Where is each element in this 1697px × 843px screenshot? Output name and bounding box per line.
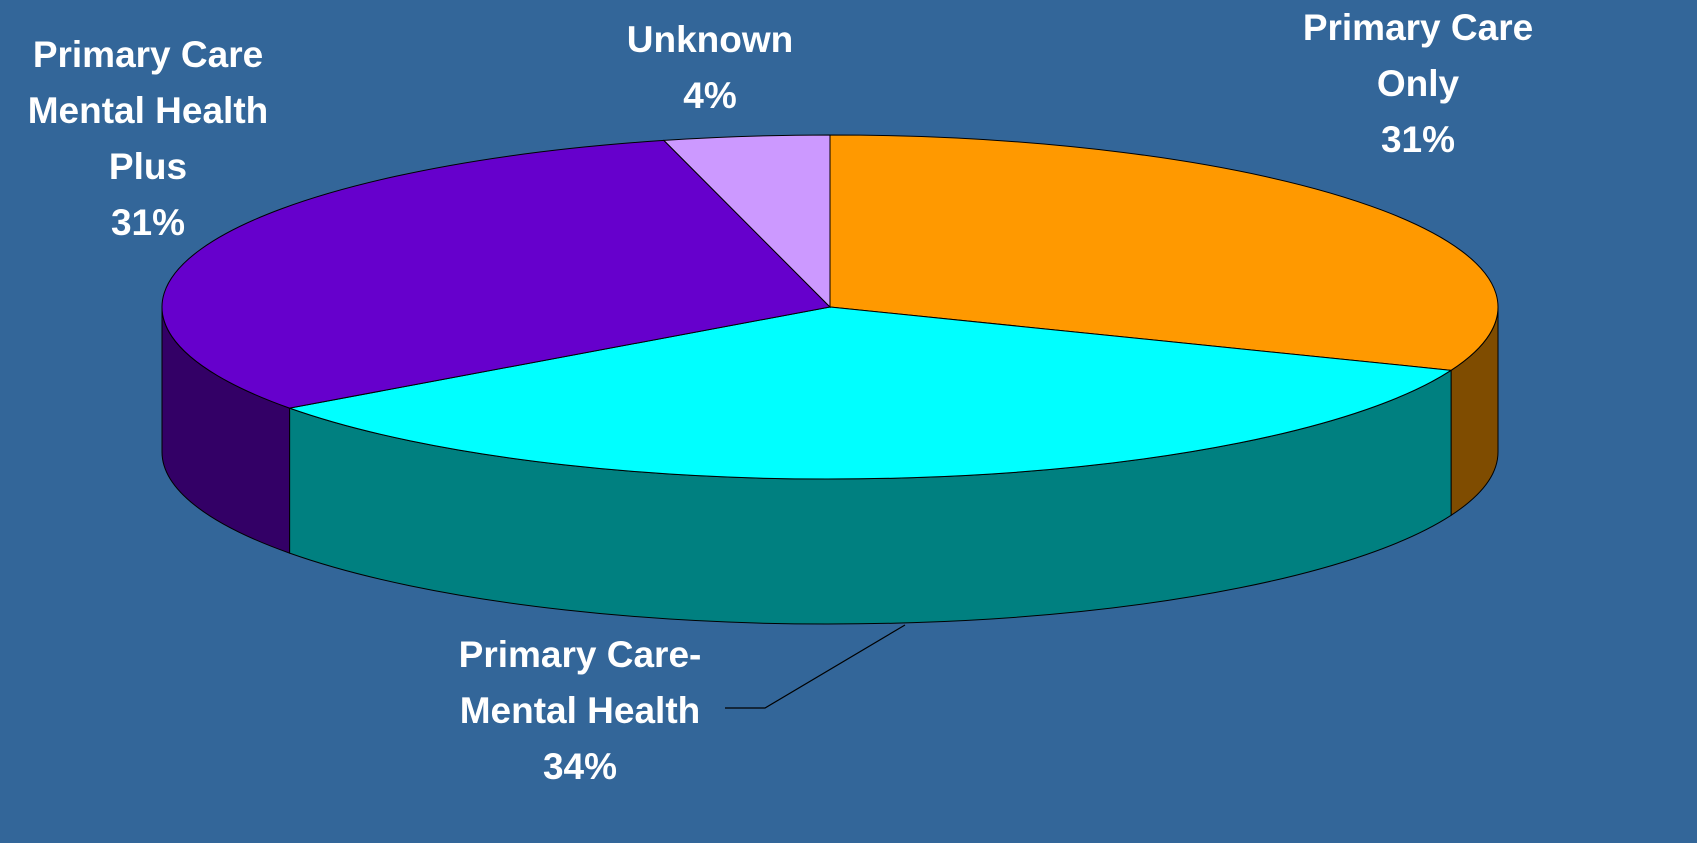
data-label: Unknown 4%: [580, 12, 840, 124]
leader-line: [725, 624, 906, 709]
data-label: Primary Care-Mental Health 34%: [430, 627, 730, 795]
slice: [161, 139, 832, 409]
category-label: Primary Care Only: [1302, 7, 1534, 104]
slice: [829, 134, 1499, 371]
slice-sides: [161, 306, 1499, 625]
value-label: 34%: [542, 746, 618, 787]
category-label: Primary Care-Mental Health: [458, 634, 702, 731]
value-label: 31%: [1380, 119, 1456, 160]
slice: [662, 134, 831, 309]
data-label: Primary Care Mental Health Plus 31%: [0, 27, 298, 251]
slice: [287, 306, 1453, 480]
value-label: 4%: [683, 75, 737, 116]
category-label: Primary Care Mental Health Plus: [27, 34, 269, 187]
value-label: 31%: [110, 202, 186, 243]
category-label: Unknown: [626, 19, 794, 60]
slice-tops: [161, 134, 1499, 480]
data-label: Primary Care Only 31%: [1283, 0, 1553, 168]
